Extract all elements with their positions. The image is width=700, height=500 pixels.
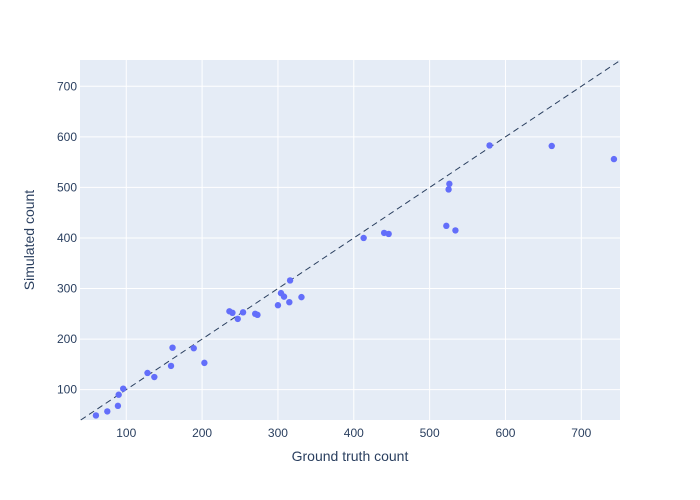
y-tick-label: 500 — [57, 180, 77, 194]
data-point — [201, 359, 208, 367]
data-point — [239, 309, 247, 316]
y-tick-label: 400 — [57, 231, 77, 245]
x-tick-label: 700 — [571, 426, 591, 440]
data-point — [445, 186, 452, 193]
data-point — [280, 293, 288, 300]
x-tick-label: 600 — [495, 426, 515, 440]
data-point — [115, 391, 122, 398]
x-tick-label: 100 — [116, 426, 136, 440]
x-axis-title: Ground truth count — [292, 448, 409, 464]
y-tick-label: 300 — [57, 282, 77, 296]
y-axis-title: Simulated count — [21, 190, 37, 291]
x-tick-label: 400 — [344, 426, 364, 440]
data-point — [229, 309, 236, 317]
data-point — [144, 369, 151, 377]
data-point — [167, 362, 175, 370]
y-tick-label: 200 — [57, 332, 77, 346]
data-point — [120, 385, 127, 392]
data-point — [92, 412, 100, 419]
data-point — [360, 234, 367, 242]
y-tick-label: 100 — [57, 383, 77, 397]
x-tick-label: 300 — [268, 426, 288, 440]
data-point — [169, 344, 176, 351]
data-point — [274, 302, 282, 309]
data-point — [151, 373, 158, 381]
data-point — [286, 277, 294, 284]
data-point — [254, 311, 261, 319]
data-point — [548, 142, 555, 150]
x-tick-labels: 100 200 300 400 500 600 700 — [116, 426, 591, 440]
data-point — [298, 293, 305, 301]
data-point — [452, 227, 459, 234]
reference-line-layer — [80, 60, 621, 421]
data-point — [286, 298, 293, 306]
data-point — [443, 222, 450, 230]
data-point — [610, 155, 618, 163]
data-point — [234, 315, 241, 323]
data-point — [104, 408, 111, 415]
data-point — [190, 345, 197, 352]
data-points — [92, 142, 618, 419]
y-tick-labels: 100 200 300 400 500 600 700 — [57, 79, 77, 396]
data-point — [385, 230, 392, 238]
data-point — [486, 142, 493, 149]
y-tick-label: 600 — [57, 130, 77, 144]
grid-lines — [80, 60, 620, 420]
reference-line-y-equals-x — [80, 60, 621, 421]
x-tick-label: 200 — [192, 426, 212, 440]
data-point — [114, 402, 122, 410]
data-point — [446, 180, 453, 188]
y-tick-label: 700 — [57, 79, 77, 93]
x-tick-label: 500 — [420, 426, 440, 440]
